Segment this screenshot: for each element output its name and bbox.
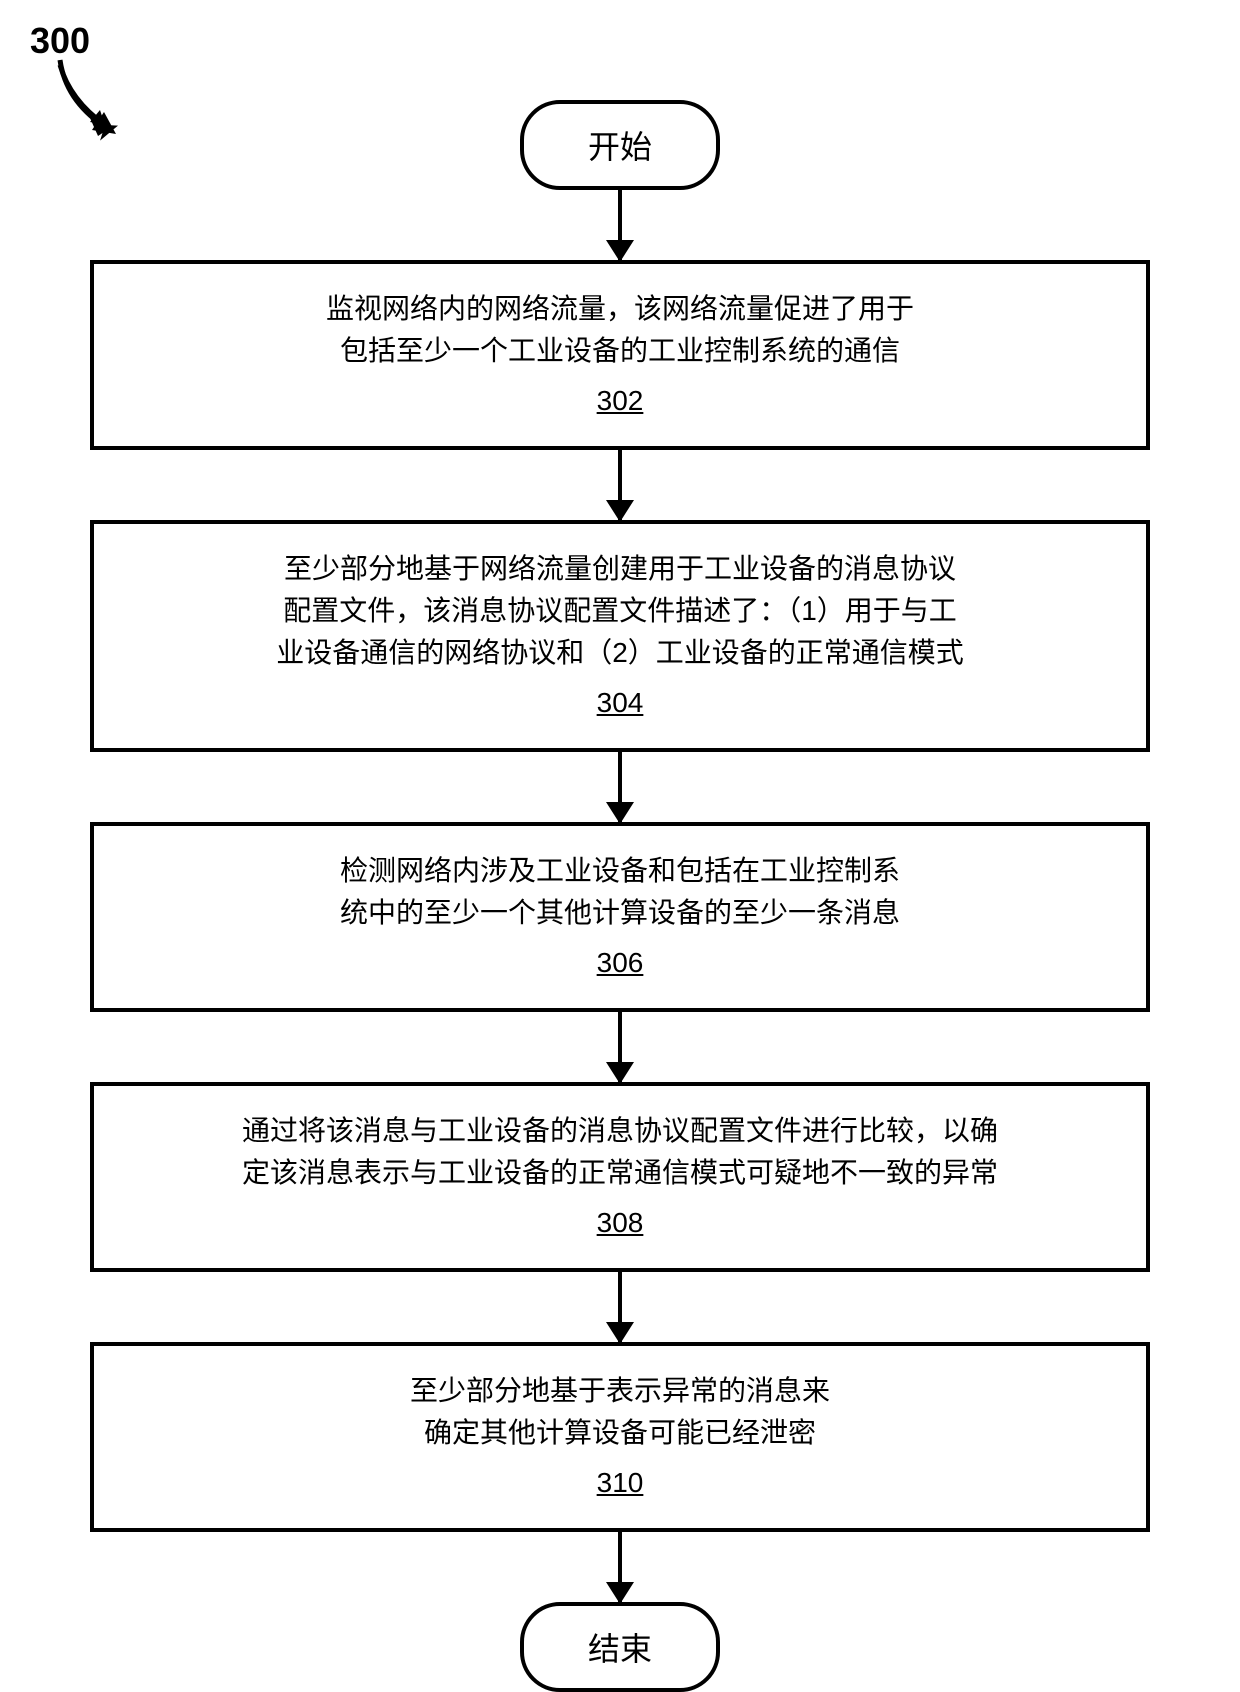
arrow [618, 1532, 622, 1602]
arrow [618, 1012, 622, 1082]
process-step-304: 至少部分地基于网络流量创建用于工业设备的消息协议 配置文件，该消息协议配置文件描… [90, 520, 1150, 752]
process-step-302: 监视网络内的网络流量，该网络流量促进了用于 包括至少一个工业设备的工业控制系统的… [90, 260, 1150, 450]
arrow [618, 450, 622, 520]
process-step-306: 检测网络内涉及工业设备和包括在工业控制系 统中的至少一个其他计算设备的至少一条消… [90, 822, 1150, 1012]
flowchart-container: 开始 监视网络内的网络流量，该网络流量促进了用于 包括至少一个工业设备的工业控制… [70, 100, 1170, 1692]
step-line: 定该消息表示与工业设备的正常通信模式可疑地不一致的异常 [124, 1152, 1116, 1194]
step-ref: 308 [124, 1202, 1116, 1244]
step-line: 统中的至少一个其他计算设备的至少一条消息 [124, 892, 1116, 934]
step-line: 通过将该消息与工业设备的消息协议配置文件进行比较，以确 [124, 1110, 1116, 1152]
step-line: 确定其他计算设备可能已经泄密 [124, 1412, 1116, 1454]
start-label: 开始 [588, 129, 652, 165]
step-line: 业设备通信的网络协议和（2）工业设备的正常通信模式 [124, 632, 1116, 674]
step-line: 检测网络内涉及工业设备和包括在工业控制系 [124, 850, 1116, 892]
end-terminal: 结束 [520, 1602, 720, 1692]
arrow [618, 752, 622, 822]
arrow [618, 1272, 622, 1342]
step-ref: 310 [124, 1462, 1116, 1504]
start-terminal: 开始 [520, 100, 720, 190]
process-step-308: 通过将该消息与工业设备的消息协议配置文件进行比较，以确 定该消息表示与工业设备的… [90, 1082, 1150, 1272]
step-line: 配置文件，该消息协议配置文件描述了：（1）用于与工 [124, 590, 1116, 632]
step-line: 至少部分地基于表示异常的消息来 [124, 1370, 1116, 1412]
step-ref: 304 [124, 682, 1116, 724]
step-ref: 306 [124, 942, 1116, 984]
step-ref: 302 [124, 380, 1116, 422]
step-line: 监视网络内的网络流量，该网络流量促进了用于 [124, 288, 1116, 330]
process-step-310: 至少部分地基于表示异常的消息来 确定其他计算设备可能已经泄密 310 [90, 1342, 1150, 1532]
step-line: 至少部分地基于网络流量创建用于工业设备的消息协议 [124, 548, 1116, 590]
step-line: 包括至少一个工业设备的工业控制系统的通信 [124, 330, 1116, 372]
end-label: 结束 [588, 1631, 652, 1667]
arrow [618, 190, 622, 260]
